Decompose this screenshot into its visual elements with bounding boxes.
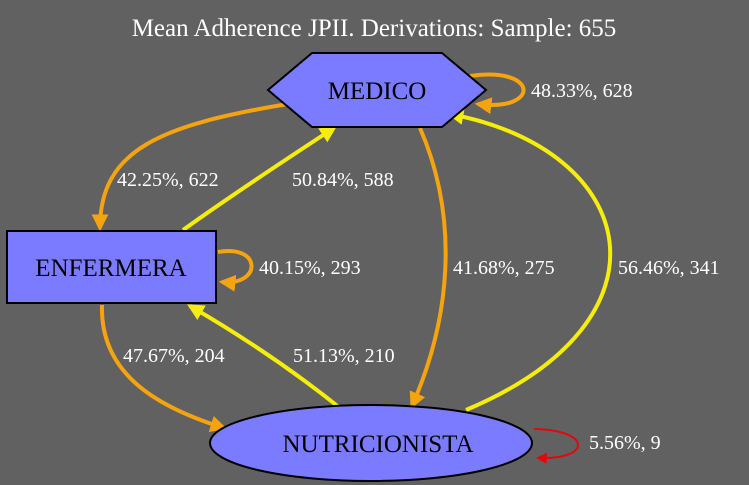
label-nutricionista-self: 5.56%, 9 [589, 432, 661, 454]
node-medico-shape [266, 52, 488, 128]
edge-nutricionista-self [533, 428, 579, 464]
edge-medico-nutricionista [409, 127, 448, 410]
label-medico-self: 48.33%, 628 [531, 80, 633, 102]
edge-enfermera-self [217, 248, 254, 292]
edge-medico-enfermera [91, 102, 289, 232]
label-nutricionista-enfermera: 51.13%, 210 [293, 345, 395, 367]
edge-enfermera-nutricionista [99, 304, 228, 433]
edge-nutricionista-medico [446, 108, 613, 412]
edge-labels: 48.33%, 628 42.25%, 622 50.84%, 588 40.1… [117, 80, 720, 454]
node-nutricionista-label: NUTRICIONISTA [282, 431, 473, 458]
label-enfermera-self: 40.15%, 293 [259, 257, 361, 279]
edge-nutricionista-enfermera [187, 304, 342, 410]
node-enfermera-shape [6, 230, 217, 304]
nodes: MEDICO ENFERMERA NUTRICIONISTA [6, 52, 533, 482]
node-nutricionista: NUTRICIONISTA [209, 404, 533, 482]
edge-enfermera-medico [181, 126, 337, 232]
label-nutricionista-medico: 56.46%, 341 [618, 257, 720, 279]
label-medico-enfermera: 42.25%, 622 [117, 169, 219, 191]
node-medico-label: MEDICO [328, 78, 427, 105]
label-enfermera-nutricionista: 47.67%, 204 [123, 345, 225, 367]
label-enfermera-medico: 50.84%, 588 [292, 169, 394, 191]
edges [91, 72, 613, 464]
label-medico-nutricionista: 41.68%, 275 [453, 257, 555, 279]
node-medico: MEDICO [266, 52, 488, 128]
diagram-title: Mean Adherence JPII. Derivations: Sample… [132, 15, 617, 42]
edge-medico-self [469, 72, 526, 115]
node-enfermera: ENFERMERA [6, 230, 217, 304]
node-enfermera-label: ENFERMERA [35, 255, 186, 282]
node-nutricionista-shape [209, 404, 533, 482]
